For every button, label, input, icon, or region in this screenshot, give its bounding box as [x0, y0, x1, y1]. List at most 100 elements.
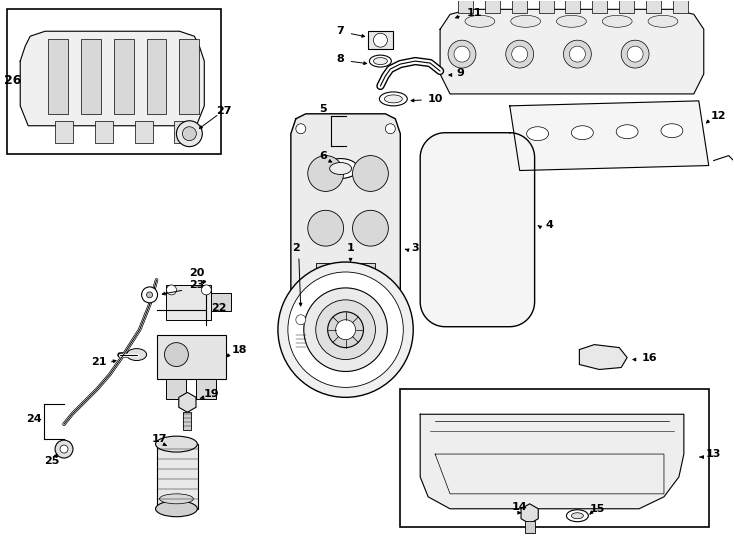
- Bar: [95, 121, 113, 143]
- Text: 13: 13: [706, 449, 722, 459]
- Bar: [368, 31, 393, 49]
- Ellipse shape: [465, 15, 495, 27]
- Polygon shape: [509, 101, 709, 171]
- Polygon shape: [420, 414, 684, 509]
- Circle shape: [167, 285, 176, 295]
- Text: 7: 7: [337, 26, 344, 36]
- Text: 3: 3: [412, 243, 419, 253]
- Bar: [55, 121, 73, 143]
- Bar: [211, 293, 231, 311]
- Ellipse shape: [603, 15, 632, 27]
- Text: 27: 27: [217, 106, 232, 116]
- Circle shape: [570, 46, 585, 62]
- Circle shape: [448, 40, 476, 68]
- Ellipse shape: [374, 58, 388, 65]
- Circle shape: [454, 46, 470, 62]
- Bar: [316, 263, 375, 313]
- Ellipse shape: [330, 163, 352, 174]
- Ellipse shape: [369, 55, 391, 67]
- Text: 20: 20: [189, 268, 204, 278]
- Circle shape: [296, 315, 306, 325]
- Ellipse shape: [156, 501, 197, 517]
- Circle shape: [627, 46, 643, 62]
- Text: 25: 25: [44, 456, 59, 466]
- Bar: [175, 121, 192, 143]
- Bar: [156, 444, 198, 509]
- Text: 9: 9: [456, 68, 464, 78]
- Bar: [673, 0, 688, 14]
- Ellipse shape: [661, 124, 683, 138]
- Text: 10: 10: [427, 94, 443, 104]
- Text: 19: 19: [203, 389, 219, 400]
- Text: 26: 26: [4, 75, 21, 87]
- Bar: [184, 412, 192, 430]
- Bar: [646, 0, 661, 14]
- Ellipse shape: [648, 15, 678, 27]
- Circle shape: [316, 300, 375, 360]
- Polygon shape: [21, 31, 204, 126]
- Bar: [147, 39, 167, 114]
- Ellipse shape: [323, 159, 358, 179]
- Circle shape: [296, 124, 306, 134]
- Bar: [48, 39, 68, 114]
- Text: 16: 16: [642, 353, 657, 362]
- Bar: [196, 380, 217, 400]
- Text: 23: 23: [189, 280, 204, 290]
- Bar: [81, 39, 101, 114]
- Circle shape: [352, 156, 388, 191]
- Text: 12: 12: [711, 111, 727, 121]
- Ellipse shape: [379, 92, 407, 106]
- Circle shape: [201, 285, 211, 295]
- Bar: [512, 0, 527, 14]
- Bar: [114, 39, 134, 114]
- Ellipse shape: [572, 513, 584, 519]
- Ellipse shape: [556, 15, 586, 27]
- Circle shape: [506, 40, 534, 68]
- Text: 18: 18: [231, 345, 247, 355]
- Text: 11: 11: [467, 8, 483, 18]
- Bar: [134, 121, 153, 143]
- Ellipse shape: [567, 510, 589, 522]
- Bar: [296, 330, 306, 349]
- Circle shape: [296, 313, 306, 323]
- Text: 15: 15: [589, 504, 605, 514]
- Bar: [539, 0, 553, 14]
- Bar: [619, 0, 634, 14]
- Circle shape: [512, 46, 528, 62]
- Circle shape: [164, 342, 189, 367]
- Circle shape: [60, 445, 68, 453]
- Bar: [458, 0, 473, 14]
- Bar: [179, 39, 200, 114]
- Text: 21: 21: [91, 356, 106, 367]
- Text: 4: 4: [545, 220, 553, 230]
- Circle shape: [304, 288, 388, 372]
- Circle shape: [308, 156, 344, 191]
- Polygon shape: [291, 114, 400, 333]
- Ellipse shape: [385, 95, 402, 103]
- Bar: [400, 389, 709, 526]
- Text: 5: 5: [319, 104, 327, 114]
- Bar: [565, 0, 581, 14]
- Circle shape: [374, 33, 388, 47]
- Ellipse shape: [127, 349, 147, 361]
- Ellipse shape: [617, 125, 638, 139]
- Text: 1: 1: [346, 243, 355, 253]
- Bar: [7, 9, 221, 153]
- Circle shape: [147, 292, 153, 298]
- Polygon shape: [420, 133, 534, 327]
- Ellipse shape: [156, 436, 197, 452]
- Text: 14: 14: [512, 502, 528, 512]
- Text: 6: 6: [319, 151, 327, 160]
- Bar: [156, 335, 226, 380]
- Circle shape: [564, 40, 592, 68]
- Bar: [525, 521, 534, 532]
- Text: 24: 24: [26, 414, 42, 424]
- Ellipse shape: [511, 15, 540, 27]
- Polygon shape: [579, 345, 627, 369]
- Circle shape: [621, 40, 649, 68]
- Ellipse shape: [572, 126, 593, 140]
- Circle shape: [385, 124, 396, 134]
- Circle shape: [335, 320, 355, 340]
- Circle shape: [308, 210, 344, 246]
- Circle shape: [278, 262, 413, 397]
